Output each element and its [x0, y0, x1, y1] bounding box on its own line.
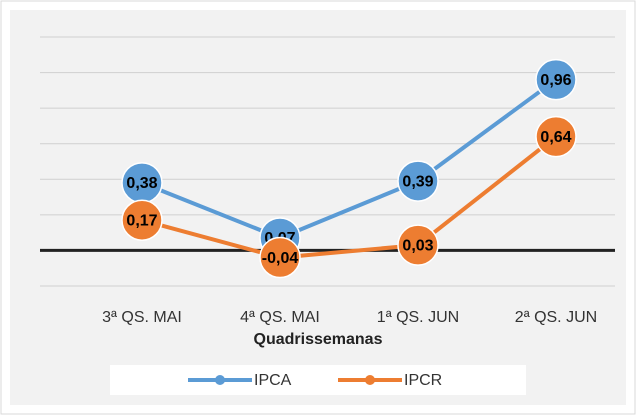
data-label: 0,38 — [126, 175, 157, 192]
legend-label: IPCA — [254, 372, 292, 389]
data-label: -0,04 — [262, 250, 299, 267]
x-tick-label: 4ª QS. MAI — [240, 309, 320, 326]
x-tick-label: 2ª QS. JUN — [515, 309, 597, 326]
legend-marker — [215, 375, 225, 385]
data-label: 0,03 — [402, 237, 433, 254]
series-line — [141, 135, 558, 260]
plot-background — [10, 10, 626, 405]
legend-marker — [365, 375, 375, 385]
x-tick-label: 3ª QS. MAI — [102, 309, 182, 326]
point-marker — [397, 160, 439, 202]
data-label: 0,64 — [540, 129, 571, 146]
point-marker — [535, 115, 577, 158]
point-marker — [397, 224, 439, 266]
series-line — [141, 78, 558, 241]
point-marker — [535, 58, 577, 101]
x-tick-label: 1ª QS. JUN — [377, 309, 459, 326]
legend-label: IPCR — [404, 372, 442, 389]
data-label: 0,96 — [540, 72, 571, 89]
legend-background — [110, 365, 526, 395]
point-marker — [259, 236, 301, 279]
point-marker — [121, 199, 163, 241]
x-axis-title: Quadrissemanas — [254, 331, 383, 348]
data-label: 0,39 — [402, 173, 433, 190]
data-label: 0,17 — [126, 212, 157, 229]
